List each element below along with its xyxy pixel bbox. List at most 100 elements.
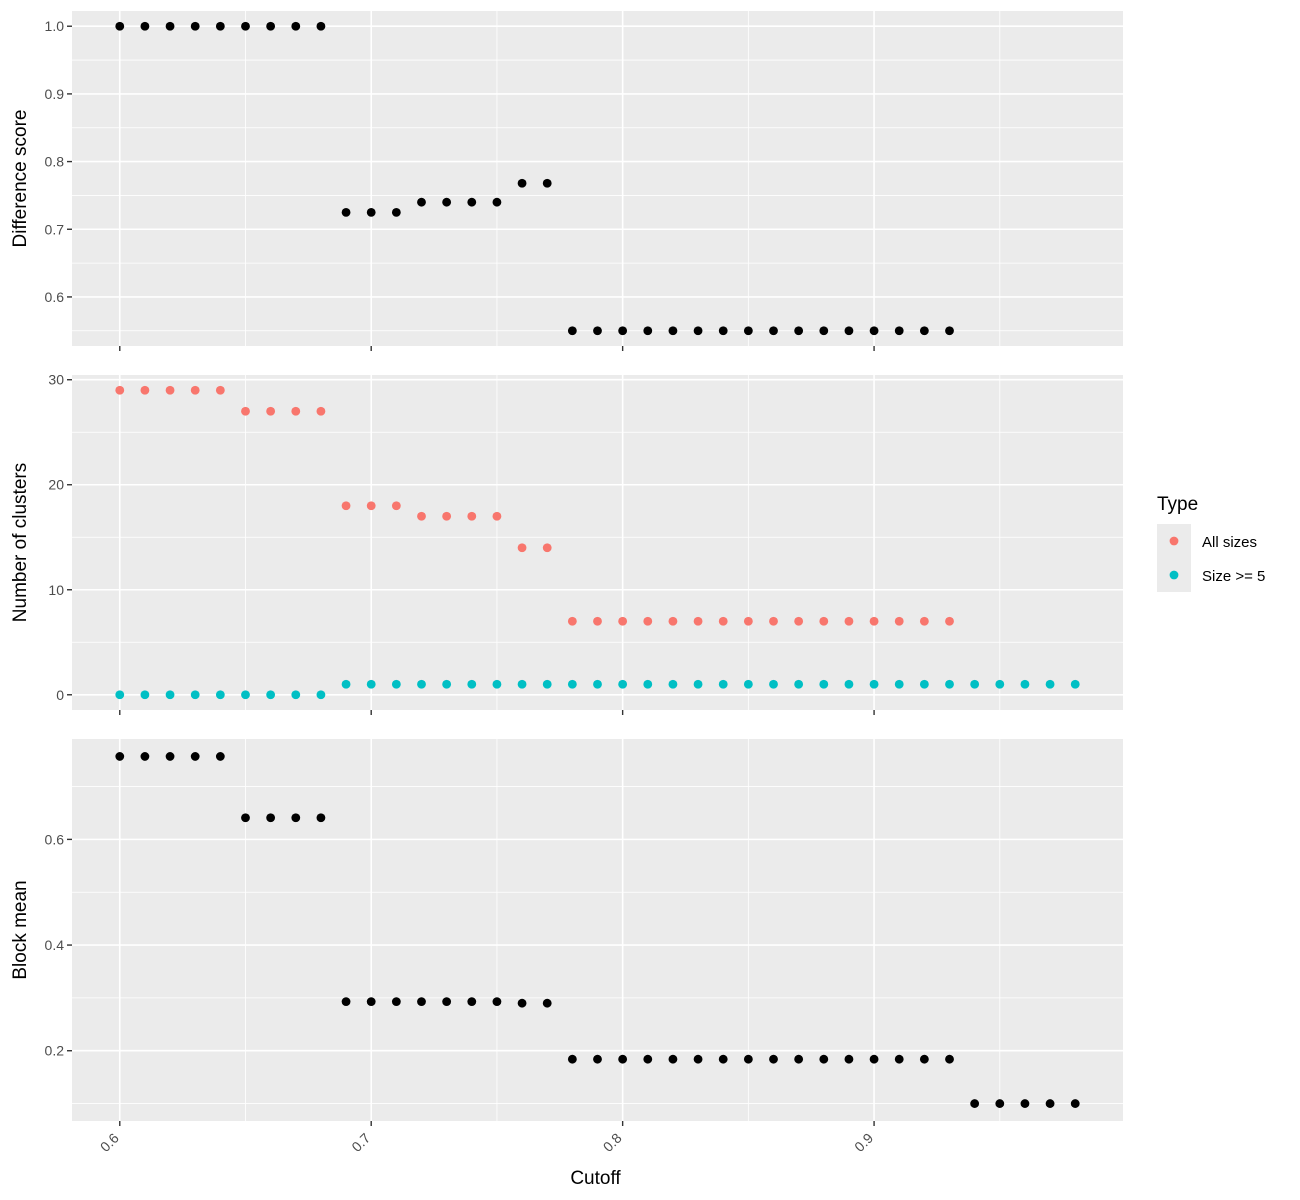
data-point (593, 1054, 602, 1064)
data-point (542, 679, 552, 689)
data-point (869, 679, 879, 689)
data-point (693, 679, 703, 689)
y-tick-label: 0 (56, 687, 64, 703)
data-point (366, 207, 376, 217)
data-point (291, 21, 301, 31)
y-axis-title: Block mean (10, 880, 31, 979)
data-point (115, 21, 125, 31)
data-point (819, 679, 829, 689)
data-point (919, 326, 929, 336)
data-point (1020, 679, 1030, 689)
data-point (668, 1054, 678, 1064)
data-point (919, 616, 929, 626)
data-point (567, 1054, 577, 1064)
data-point (341, 997, 351, 1006)
data-point (517, 998, 527, 1008)
data-point (517, 178, 527, 188)
y-tick-label: 0.4 (45, 937, 65, 953)
data-point (919, 679, 929, 689)
data-point (593, 616, 602, 626)
data-point (618, 679, 628, 689)
data-point (743, 1054, 753, 1064)
legend-label-all-sizes: All sizes (1202, 534, 1257, 551)
series-1 (115, 21, 954, 336)
data-point (1070, 1099, 1080, 1108)
data-point (794, 616, 804, 626)
data-point (643, 679, 653, 689)
data-point (366, 997, 376, 1006)
y-axis-title: Difference score (10, 110, 31, 248)
data-point (894, 326, 904, 336)
data-point (693, 326, 703, 336)
data-point (215, 385, 225, 395)
data-point (492, 997, 502, 1006)
data-point (995, 1099, 1005, 1108)
data-point (115, 752, 125, 761)
data-point (869, 616, 879, 626)
x-tick-label: 0.6 (97, 1130, 122, 1155)
x-tick-label: 0.9 (851, 1130, 876, 1155)
data-point (341, 207, 351, 217)
data-point (165, 752, 175, 761)
data-point (241, 813, 250, 823)
data-point (593, 679, 602, 689)
data-point (643, 1054, 653, 1064)
legend-dot-all-sizes (1169, 536, 1179, 546)
data-point (718, 326, 728, 336)
panel-background (72, 739, 1123, 1121)
data-point (140, 385, 150, 395)
data-point (1070, 679, 1080, 689)
data-point (316, 406, 326, 416)
data-point (718, 679, 728, 689)
data-point (417, 997, 426, 1006)
y-axis-title: Number of clusters (10, 463, 31, 622)
y-tick-label: 0.7 (45, 221, 65, 237)
data-point (894, 679, 904, 689)
data-point (894, 616, 904, 626)
data-point (190, 752, 200, 761)
data-point (417, 197, 426, 207)
data-point (266, 813, 276, 823)
data-point (140, 690, 150, 700)
legend-title: Type (1157, 494, 1198, 515)
data-point (291, 813, 301, 823)
data-point (266, 406, 276, 416)
data-point (442, 197, 452, 207)
data-point (492, 679, 502, 689)
data-point (442, 679, 452, 689)
x-tick-label: 0.7 (348, 1130, 373, 1155)
data-point (442, 997, 452, 1006)
data-point (391, 207, 401, 217)
data-point (215, 752, 225, 761)
data-point (391, 679, 401, 689)
data-point (190, 690, 200, 700)
data-point (190, 385, 200, 395)
data-point (316, 813, 326, 823)
data-point (341, 679, 351, 689)
data-point (794, 326, 804, 336)
series-1 (115, 385, 954, 626)
data-point (517, 679, 527, 689)
data-point (442, 511, 452, 521)
data-point (1020, 1099, 1030, 1108)
data-point (241, 406, 250, 416)
data-point (115, 385, 125, 395)
panel-background (72, 375, 1123, 710)
data-point (995, 679, 1005, 689)
data-point (1045, 1099, 1055, 1108)
data-point (492, 197, 502, 207)
data-point (140, 21, 150, 31)
data-point (316, 21, 326, 31)
y-tick-label: 0.2 (45, 1043, 65, 1059)
data-point (618, 1054, 628, 1064)
y-tick-label: 1.0 (45, 18, 65, 34)
data-point (618, 616, 628, 626)
y-tick-label: 30 (48, 372, 64, 388)
x-axis-title: Cutoff (570, 1168, 621, 1189)
data-point (794, 1054, 804, 1064)
data-point (668, 326, 678, 336)
data-point (1045, 679, 1055, 689)
data-point (567, 679, 577, 689)
data-point (215, 21, 225, 31)
data-point (844, 679, 854, 689)
